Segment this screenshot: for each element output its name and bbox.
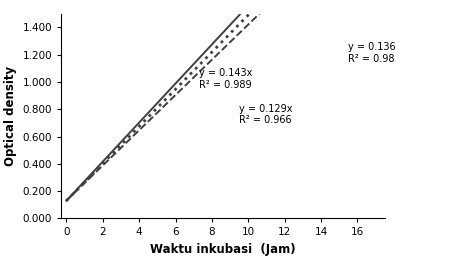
X-axis label: Waktu inkubasi  (Jam): Waktu inkubasi (Jam) [150, 243, 295, 256]
Y-axis label: Optical density: Optical density [4, 66, 17, 166]
Text: y = 0.129x
R² = 0.966: y = 0.129x R² = 0.966 [239, 104, 293, 126]
Text: y = 0.143x
R² = 0.989: y = 0.143x R² = 0.989 [199, 68, 252, 90]
Text: y = 0.136
R² = 0.98: y = 0.136 R² = 0.98 [348, 42, 396, 64]
